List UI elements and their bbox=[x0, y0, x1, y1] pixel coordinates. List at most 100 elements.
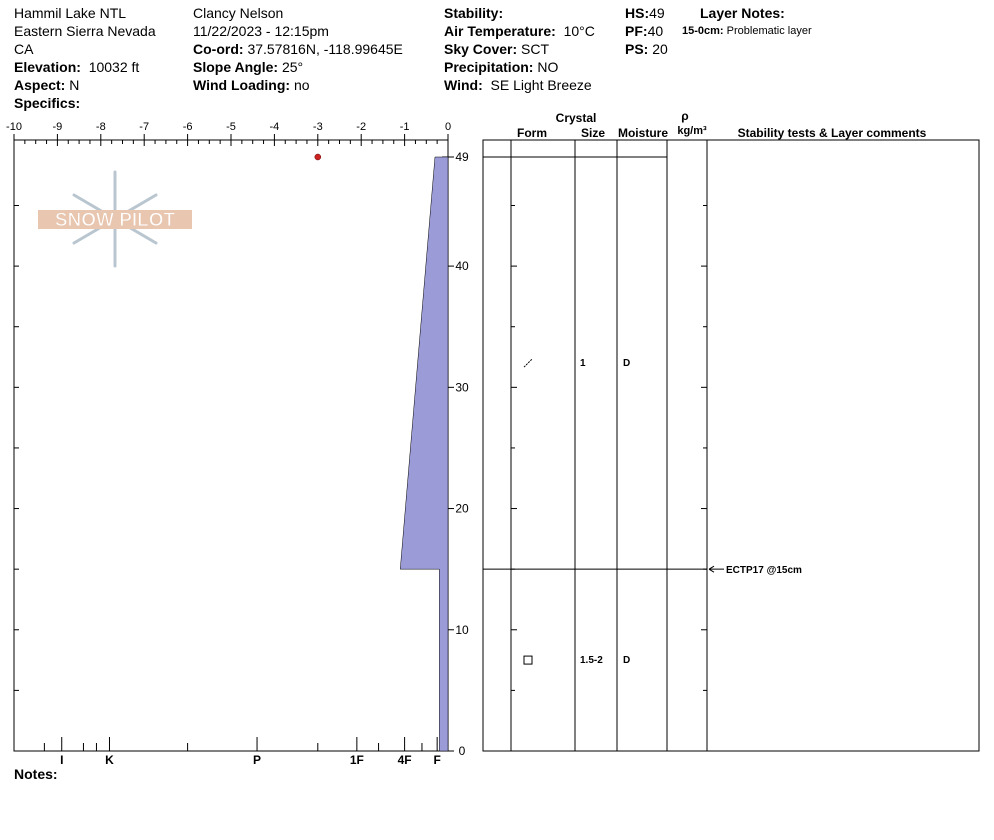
temp-tick-label: -1 bbox=[400, 121, 410, 133]
profile-plot-frame bbox=[13, 139, 449, 752]
arrow-left-icon bbox=[708, 565, 724, 573]
temperature-points bbox=[314, 153, 322, 161]
pf-row: PF:40 bbox=[625, 22, 668, 40]
layer-moisture: D bbox=[623, 655, 630, 666]
air-temp-label: Air Temperature: bbox=[444, 23, 556, 39]
layer-note-range: 15-0cm: bbox=[682, 25, 724, 37]
rho-header: ρ bbox=[681, 109, 688, 123]
height-tick-label: 30 bbox=[455, 380, 469, 394]
elevation-row: Elevation: 10032 ft bbox=[14, 58, 156, 76]
density-header: kg/m³ bbox=[677, 125, 707, 137]
depths-info: HS:49 PF:40 PS: 20 bbox=[625, 4, 668, 58]
hs-label: HS: bbox=[625, 5, 650, 21]
notes-label: Notes: bbox=[14, 766, 58, 782]
elevation-value: 10032 ft bbox=[88, 59, 140, 75]
sky-row: Sky Cover: SCT bbox=[444, 40, 595, 58]
temp-tick-label: -7 bbox=[139, 121, 149, 133]
decomposing-form-icon bbox=[523, 358, 533, 368]
layer-size: 1 bbox=[580, 358, 586, 369]
wind-loading-label: Wind Loading: bbox=[193, 77, 291, 93]
aspect-label: Aspect: bbox=[14, 77, 66, 93]
moisture-header: Moisture bbox=[618, 126, 668, 140]
specifics-row: Specifics: bbox=[14, 94, 156, 112]
coord-label: Co-ord: bbox=[193, 41, 244, 57]
hardness-label: P bbox=[253, 753, 261, 767]
wind-loading-row: Wind Loading: no bbox=[193, 76, 403, 94]
notes-row: Notes: bbox=[14, 765, 58, 783]
elevation-label: Elevation: bbox=[14, 59, 81, 75]
observer-name: Clancy Nelson bbox=[193, 5, 284, 21]
sky-value: SCT bbox=[521, 41, 550, 57]
temp-tick-label: 0 bbox=[445, 121, 451, 133]
specifics-label: Specifics: bbox=[14, 95, 81, 111]
wind-loading-value: no bbox=[293, 77, 310, 93]
stability-row: Stability: bbox=[444, 4, 595, 22]
layer-size: 1.5-2 bbox=[580, 655, 603, 666]
hs-value: 49 bbox=[649, 5, 665, 21]
logo-band bbox=[38, 210, 192, 229]
temperature-axis: -10 -9 -8 -7 -6 -5 -4 -3 -2 -1 0 bbox=[6, 121, 451, 146]
precip-value: NO bbox=[537, 59, 559, 75]
slope-label: Slope Angle: bbox=[193, 59, 279, 75]
air-temp-value: 10°C bbox=[563, 23, 595, 39]
layer-notes-title: Layer Notes: bbox=[700, 5, 785, 21]
crystal-header: Crystal bbox=[556, 111, 597, 125]
height-tick-label: 20 bbox=[455, 502, 469, 516]
aspect-value: N bbox=[69, 77, 80, 93]
ps-label: PS: bbox=[625, 41, 649, 57]
precip-row: Precipitation: NO bbox=[444, 58, 595, 76]
wind-label: Wind: bbox=[444, 77, 483, 93]
layer-note-row: 15-0cm: Problematic layer bbox=[682, 22, 812, 40]
layer-moisture: D bbox=[623, 358, 630, 369]
hardness-axis: I K P 1F 4F F bbox=[43, 737, 441, 767]
hardness-profile bbox=[399, 156, 449, 752]
temp-tick-label: -6 bbox=[183, 121, 193, 133]
site-info: Hammil Lake NTL Eastern Sierra Nevada CA… bbox=[14, 4, 156, 112]
coord-value: 37.57816N, -118.99645E bbox=[247, 41, 403, 57]
comments-header: Stability tests & Layer comments bbox=[738, 126, 927, 140]
hardness-label: F bbox=[433, 753, 440, 767]
slope-value: 25° bbox=[281, 59, 304, 75]
temp-tick-label: -2 bbox=[356, 121, 366, 133]
aspect-row: Aspect: N bbox=[14, 76, 156, 94]
site-state: CA bbox=[14, 41, 34, 57]
layer-note-text: Problematic layer bbox=[726, 25, 812, 37]
pf-value: 40 bbox=[647, 23, 664, 39]
layer-table: Crystal Form Size Moisture ρ kg/m³ Stabi… bbox=[482, 109, 980, 752]
hardness-label: 1F bbox=[350, 753, 364, 767]
hs-row: HS:49 bbox=[625, 4, 668, 22]
height-tick-label: 0 bbox=[459, 744, 466, 758]
site-name: Hammil Lake NTL bbox=[14, 5, 127, 21]
temp-tick-label: -3 bbox=[313, 121, 323, 133]
observation-datetime: 11/22/2023 - 12:15pm bbox=[193, 23, 329, 39]
hardness-label: I bbox=[60, 753, 63, 767]
height-tick-label: 40 bbox=[455, 259, 469, 273]
precip-label: Precipitation: bbox=[444, 59, 534, 75]
form-header: Form bbox=[517, 126, 547, 140]
observer-info: Clancy Nelson 11/22/2023 - 12:15pm Co-or… bbox=[193, 4, 403, 94]
wind-row: Wind: SE Light Breeze bbox=[444, 76, 595, 94]
height-axis: 0 10 20 30 40 49 bbox=[14, 150, 469, 758]
faceted-form-icon bbox=[523, 655, 533, 665]
layer-notes: Layer Notes: 15-0cm: Problematic layer bbox=[682, 4, 812, 40]
conditions-info: Stability: Air Temperature: 10°C Sky Cov… bbox=[444, 4, 595, 94]
temp-tick-label: -5 bbox=[226, 121, 236, 133]
wind-value: SE Light Breeze bbox=[490, 77, 592, 93]
coord-row: Co-ord: 37.57816N, -118.99645E bbox=[193, 40, 403, 58]
temp-tick-label: -10 bbox=[6, 121, 22, 133]
size-header: Size bbox=[581, 126, 605, 140]
height-tick-label: 49 bbox=[455, 150, 469, 164]
site-range: Eastern Sierra Nevada bbox=[14, 23, 156, 39]
height-tick-label: 10 bbox=[455, 623, 469, 637]
hardness-label: 4F bbox=[398, 753, 412, 767]
temp-tick-label: -9 bbox=[53, 121, 63, 133]
test-label: ECTP17 @15cm bbox=[726, 565, 802, 576]
table-height-ticks bbox=[511, 204, 707, 752]
stability-tests: ECTP17 @15cm bbox=[667, 565, 802, 576]
temperature-point bbox=[314, 153, 322, 161]
hardness-label: K bbox=[105, 753, 114, 767]
ps-row: PS: 20 bbox=[625, 40, 668, 58]
sky-label: Sky Cover: bbox=[444, 41, 518, 57]
air-temp-row: Air Temperature: 10°C bbox=[444, 22, 595, 40]
